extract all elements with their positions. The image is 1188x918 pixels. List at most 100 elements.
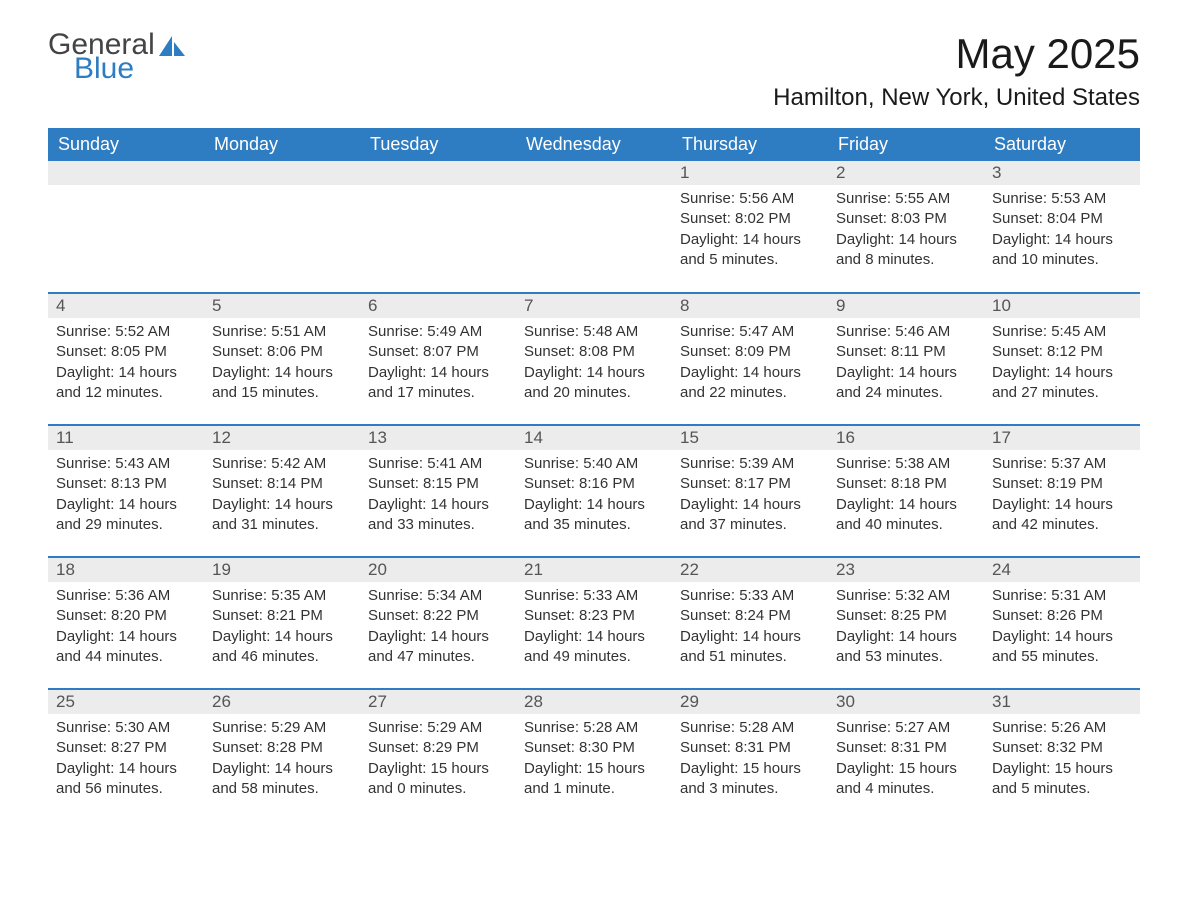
- sunset-line: Sunset: 8:13 PM: [56, 474, 196, 494]
- daylight-line: Daylight: 14 hours and 49 minutes.: [524, 627, 664, 668]
- daylight-line: Daylight: 14 hours and 53 minutes.: [836, 627, 976, 668]
- calendar-day-cell: 31Sunrise: 5:26 AMSunset: 8:32 PMDayligh…: [984, 689, 1140, 821]
- day-details: Sunrise: 5:43 AMSunset: 8:13 PMDaylight:…: [48, 450, 204, 543]
- day-details: Sunrise: 5:49 AMSunset: 8:07 PMDaylight:…: [360, 318, 516, 411]
- sunrise-line: Sunrise: 5:49 AM: [368, 322, 508, 342]
- sunrise-line: Sunrise: 5:33 AM: [524, 586, 664, 606]
- daylight-line: Daylight: 14 hours and 31 minutes.: [212, 495, 352, 536]
- calendar-day-cell: 24Sunrise: 5:31 AMSunset: 8:26 PMDayligh…: [984, 557, 1140, 689]
- sunrise-line: Sunrise: 5:47 AM: [680, 322, 820, 342]
- day-number: 25: [48, 690, 204, 714]
- location-subtitle: Hamilton, New York, United States: [773, 84, 1140, 112]
- sunrise-line: Sunrise: 5:36 AM: [56, 586, 196, 606]
- day-number: 23: [828, 558, 984, 582]
- sunrise-line: Sunrise: 5:28 AM: [680, 718, 820, 738]
- calendar-week-row: 25Sunrise: 5:30 AMSunset: 8:27 PMDayligh…: [48, 689, 1140, 821]
- calendar-day-cell: 16Sunrise: 5:38 AMSunset: 8:18 PMDayligh…: [828, 425, 984, 557]
- weekday-header: Sunday: [48, 128, 204, 161]
- sunrise-line: Sunrise: 5:27 AM: [836, 718, 976, 738]
- day-number: 7: [516, 294, 672, 318]
- day-number: 19: [204, 558, 360, 582]
- sunrise-line: Sunrise: 5:32 AM: [836, 586, 976, 606]
- day-details: Sunrise: 5:40 AMSunset: 8:16 PMDaylight:…: [516, 450, 672, 543]
- sunrise-line: Sunrise: 5:29 AM: [368, 718, 508, 738]
- calendar-day-cell: 26Sunrise: 5:29 AMSunset: 8:28 PMDayligh…: [204, 689, 360, 821]
- weekday-header: Thursday: [672, 128, 828, 161]
- daylight-line: Daylight: 14 hours and 22 minutes.: [680, 363, 820, 404]
- sunrise-line: Sunrise: 5:52 AM: [56, 322, 196, 342]
- day-details: Sunrise: 5:35 AMSunset: 8:21 PMDaylight:…: [204, 582, 360, 675]
- daylight-line: Daylight: 14 hours and 44 minutes.: [56, 627, 196, 668]
- daylight-line: Daylight: 14 hours and 24 minutes.: [836, 363, 976, 404]
- calendar-day-cell: 3Sunrise: 5:53 AMSunset: 8:04 PMDaylight…: [984, 161, 1140, 293]
- sunset-line: Sunset: 8:04 PM: [992, 209, 1132, 229]
- day-number: 13: [360, 426, 516, 450]
- sunset-line: Sunset: 8:25 PM: [836, 606, 976, 626]
- day-details: Sunrise: 5:29 AMSunset: 8:29 PMDaylight:…: [360, 714, 516, 807]
- day-number: 30: [828, 690, 984, 714]
- sunset-line: Sunset: 8:29 PM: [368, 738, 508, 758]
- month-title: May 2025: [773, 30, 1140, 78]
- day-details: Sunrise: 5:38 AMSunset: 8:18 PMDaylight:…: [828, 450, 984, 543]
- daylight-line: Daylight: 14 hours and 10 minutes.: [992, 230, 1132, 271]
- calendar-day-cell: 25Sunrise: 5:30 AMSunset: 8:27 PMDayligh…: [48, 689, 204, 821]
- calendar-day-cell: [204, 161, 360, 293]
- daylight-line: Daylight: 14 hours and 58 minutes.: [212, 759, 352, 800]
- day-details: Sunrise: 5:55 AMSunset: 8:03 PMDaylight:…: [828, 185, 984, 278]
- day-details: Sunrise: 5:27 AMSunset: 8:31 PMDaylight:…: [828, 714, 984, 807]
- calendar-week-row: 1Sunrise: 5:56 AMSunset: 8:02 PMDaylight…: [48, 161, 1140, 293]
- day-number: 17: [984, 426, 1140, 450]
- sunset-line: Sunset: 8:07 PM: [368, 342, 508, 362]
- calendar-day-cell: 9Sunrise: 5:46 AMSunset: 8:11 PMDaylight…: [828, 293, 984, 425]
- sunset-line: Sunset: 8:27 PM: [56, 738, 196, 758]
- day-number: 20: [360, 558, 516, 582]
- calendar-day-cell: 17Sunrise: 5:37 AMSunset: 8:19 PMDayligh…: [984, 425, 1140, 557]
- calendar-day-cell: 10Sunrise: 5:45 AMSunset: 8:12 PMDayligh…: [984, 293, 1140, 425]
- calendar-day-cell: [48, 161, 204, 293]
- calendar-day-cell: 20Sunrise: 5:34 AMSunset: 8:22 PMDayligh…: [360, 557, 516, 689]
- calendar-day-cell: 14Sunrise: 5:40 AMSunset: 8:16 PMDayligh…: [516, 425, 672, 557]
- sunset-line: Sunset: 8:05 PM: [56, 342, 196, 362]
- day-details: Sunrise: 5:42 AMSunset: 8:14 PMDaylight:…: [204, 450, 360, 543]
- calendar-day-cell: 8Sunrise: 5:47 AMSunset: 8:09 PMDaylight…: [672, 293, 828, 425]
- daylight-line: Daylight: 14 hours and 12 minutes.: [56, 363, 196, 404]
- daylight-line: Daylight: 14 hours and 56 minutes.: [56, 759, 196, 800]
- calendar-day-cell: 11Sunrise: 5:43 AMSunset: 8:13 PMDayligh…: [48, 425, 204, 557]
- day-details: Sunrise: 5:52 AMSunset: 8:05 PMDaylight:…: [48, 318, 204, 411]
- sunrise-line: Sunrise: 5:33 AM: [680, 586, 820, 606]
- sunset-line: Sunset: 8:26 PM: [992, 606, 1132, 626]
- sunset-line: Sunset: 8:09 PM: [680, 342, 820, 362]
- day-details: Sunrise: 5:37 AMSunset: 8:19 PMDaylight:…: [984, 450, 1140, 543]
- day-details: Sunrise: 5:26 AMSunset: 8:32 PMDaylight:…: [984, 714, 1140, 807]
- sunset-line: Sunset: 8:32 PM: [992, 738, 1132, 758]
- sunset-line: Sunset: 8:20 PM: [56, 606, 196, 626]
- day-details: Sunrise: 5:28 AMSunset: 8:30 PMDaylight:…: [516, 714, 672, 807]
- sunrise-line: Sunrise: 5:35 AM: [212, 586, 352, 606]
- sunrise-line: Sunrise: 5:39 AM: [680, 454, 820, 474]
- calendar-day-cell: 29Sunrise: 5:28 AMSunset: 8:31 PMDayligh…: [672, 689, 828, 821]
- sunset-line: Sunset: 8:22 PM: [368, 606, 508, 626]
- sunrise-line: Sunrise: 5:37 AM: [992, 454, 1132, 474]
- day-number: [48, 161, 204, 185]
- calendar-day-cell: 18 Sunrise: 5:36 AMSunset: 8:20 PMDayligh…: [48, 557, 204, 689]
- sunrise-line: Sunrise: 5:28 AM: [524, 718, 664, 738]
- calendar-week-row: 4Sunrise: 5:52 AMSunset: 8:05 PMDaylight…: [48, 293, 1140, 425]
- day-details: Sunrise: 5:34 AMSunset: 8:22 PMDaylight:…: [360, 582, 516, 675]
- day-details: Sunrise: 5:46 AMSunset: 8:11 PMDaylight:…: [828, 318, 984, 411]
- day-number: 18: [48, 558, 204, 582]
- calendar-day-cell: 12Sunrise: 5:42 AMSunset: 8:14 PMDayligh…: [204, 425, 360, 557]
- day-details: Sunrise: 5:28 AMSunset: 8:31 PMDaylight:…: [672, 714, 828, 807]
- daylight-line: Daylight: 14 hours and 27 minutes.: [992, 363, 1132, 404]
- calendar-day-cell: 6Sunrise: 5:49 AMSunset: 8:07 PMDaylight…: [360, 293, 516, 425]
- day-number: 4: [48, 294, 204, 318]
- day-details: Sunrise: 5:41 AMSunset: 8:15 PMDaylight:…: [360, 450, 516, 543]
- daylight-line: Daylight: 14 hours and 33 minutes.: [368, 495, 508, 536]
- weekday-header: Saturday: [984, 128, 1140, 161]
- sunset-line: Sunset: 8:02 PM: [680, 209, 820, 229]
- sunrise-line: Sunrise: 5:41 AM: [368, 454, 508, 474]
- day-number: 27: [360, 690, 516, 714]
- calendar-day-cell: [516, 161, 672, 293]
- daylight-line: Daylight: 15 hours and 1 minute.: [524, 759, 664, 800]
- day-details: [204, 185, 360, 197]
- sunrise-line: Sunrise: 5:34 AM: [368, 586, 508, 606]
